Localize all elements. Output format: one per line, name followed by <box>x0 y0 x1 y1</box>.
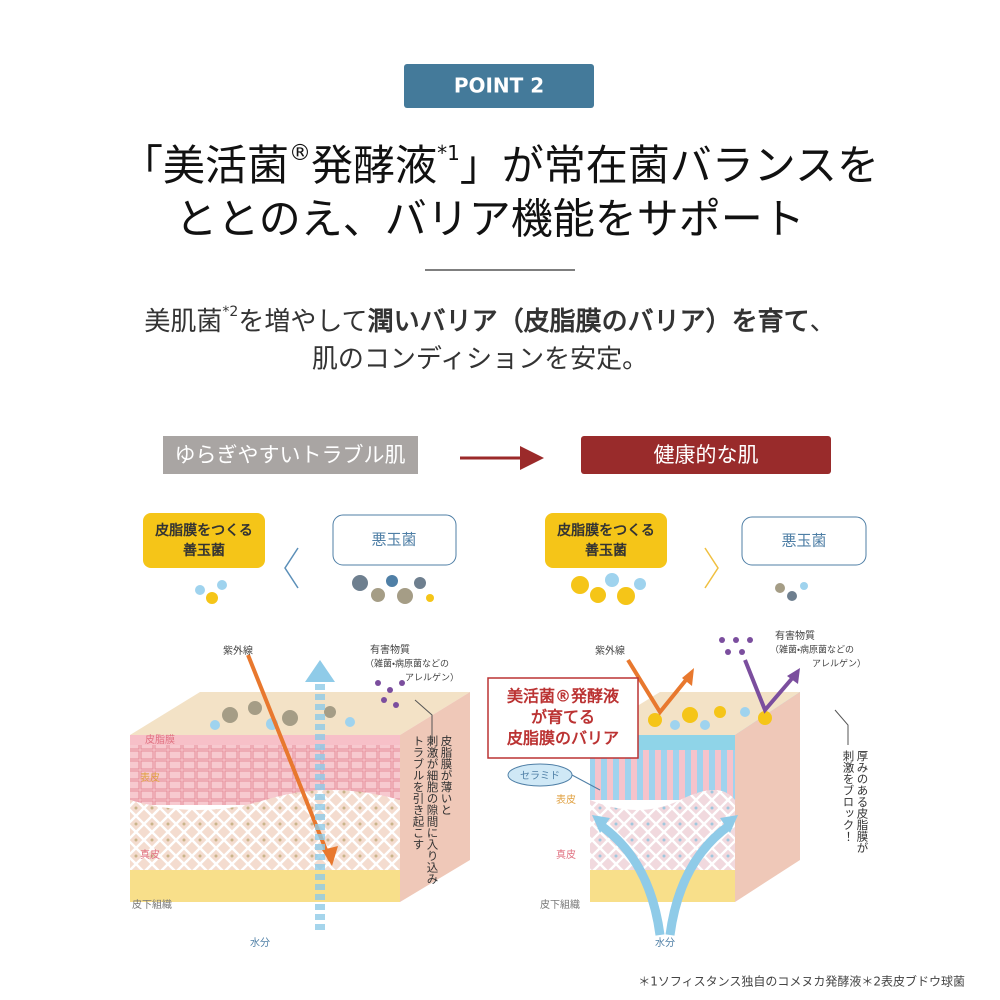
skin-after <box>487 637 849 936</box>
subhead-part: 、 <box>810 307 836 337</box>
bad-bacteria: 悪玉菌 <box>371 531 416 549</box>
layer-label: 真皮 <box>556 848 576 861</box>
layer-label: 表皮 <box>140 771 160 784</box>
harmful-label: アレルゲン） <box>405 672 459 684</box>
ceramide-label: セラミド <box>520 770 560 782</box>
note: 厚みのある皮脂膜が <box>856 750 870 854</box>
subhead-part: 美肌菌 <box>144 307 222 337</box>
after-label-bg <box>581 436 831 474</box>
harmful-label: （雑菌・病原菌などの <box>365 658 449 670</box>
headline: ととのえ、バリア機能をサポート <box>175 195 805 244</box>
subhead-part: を増やして <box>238 307 367 337</box>
good-bacteria: 皮脂膜をつくる <box>154 522 253 539</box>
before-label: ゆらぎやすいトラブル肌 <box>175 443 406 467</box>
uv-label: 紫外線 <box>223 644 253 657</box>
badge-bg <box>404 64 594 108</box>
harmful-label: 有害物質 <box>775 629 815 642</box>
callout: 美活菌®発酵液 <box>507 687 620 706</box>
layer-label: 皮下組織 <box>132 898 172 911</box>
note: 刺激をブロック！ <box>842 750 856 842</box>
subhead-sup: *2 <box>222 304 238 320</box>
headline-sup: *1 <box>437 141 460 165</box>
before-label-bg <box>163 436 418 474</box>
good-bacteria-box <box>545 513 667 568</box>
bad-bacteria-box <box>741 516 867 566</box>
harmful-label: 有害物質 <box>370 643 410 656</box>
water-label: 水分 <box>250 937 270 949</box>
bad-bacteria: 悪玉菌 <box>781 532 826 550</box>
headline-part: 発酵液 <box>311 141 437 190</box>
footnote: ＊1ソフィスタンス独自のコメヌカ発酵液＊2表皮ブドウ球菌 <box>638 974 965 989</box>
chevron <box>284 547 299 589</box>
after-label: 健康的な肌 <box>654 443 759 467</box>
note: 刺激が細胞の隙間に入り込み <box>426 735 440 885</box>
note: トラブルを引き起こす <box>412 735 426 850</box>
skin-before <box>130 654 470 930</box>
harmful-label: アレルゲン） <box>812 658 866 670</box>
subhead: 美肌菌*2を増やして潤いバリア（皮脂膜のバリア）を育て、 <box>144 304 835 337</box>
callout: 皮脂膜のバリア <box>506 729 619 748</box>
badge: POINT 2 <box>454 74 544 98</box>
subhead: 肌のコンディションを安定。 <box>312 345 648 375</box>
bacteria-dots <box>571 573 808 605</box>
good-bacteria-box <box>143 513 265 568</box>
callout: が育てる <box>531 708 595 727</box>
harmful-label: （雑菌・病原菌などの <box>770 644 854 656</box>
bacteria-dots <box>195 575 434 604</box>
layer-label: 皮脂膜 <box>145 733 175 746</box>
chevron <box>704 547 719 589</box>
uv-label: 紫外線 <box>595 644 625 657</box>
layer-label: 表皮 <box>556 793 576 806</box>
subhead-bold: 潤いバリア（皮脂膜のバリア）を育て <box>368 307 810 337</box>
bad-bacteria-box <box>332 514 457 566</box>
headline-sup: ® <box>289 141 311 166</box>
layer-label: 真皮 <box>140 848 160 861</box>
water-label: 水分 <box>655 937 675 949</box>
layer-label: 皮下組織 <box>540 898 580 911</box>
good-bacteria: 皮脂膜をつくる <box>556 522 655 539</box>
good-bacteria: 善玉菌 <box>183 542 225 559</box>
headline-part: 「美活菌 <box>121 141 289 190</box>
headline: 「美活菌®発酵液*1」が常在菌バランスを <box>121 141 879 190</box>
headline-part: 」が常在菌バランスを <box>460 141 879 190</box>
good-bacteria: 善玉菌 <box>585 542 627 559</box>
note: 皮脂膜が薄いと <box>440 735 454 816</box>
